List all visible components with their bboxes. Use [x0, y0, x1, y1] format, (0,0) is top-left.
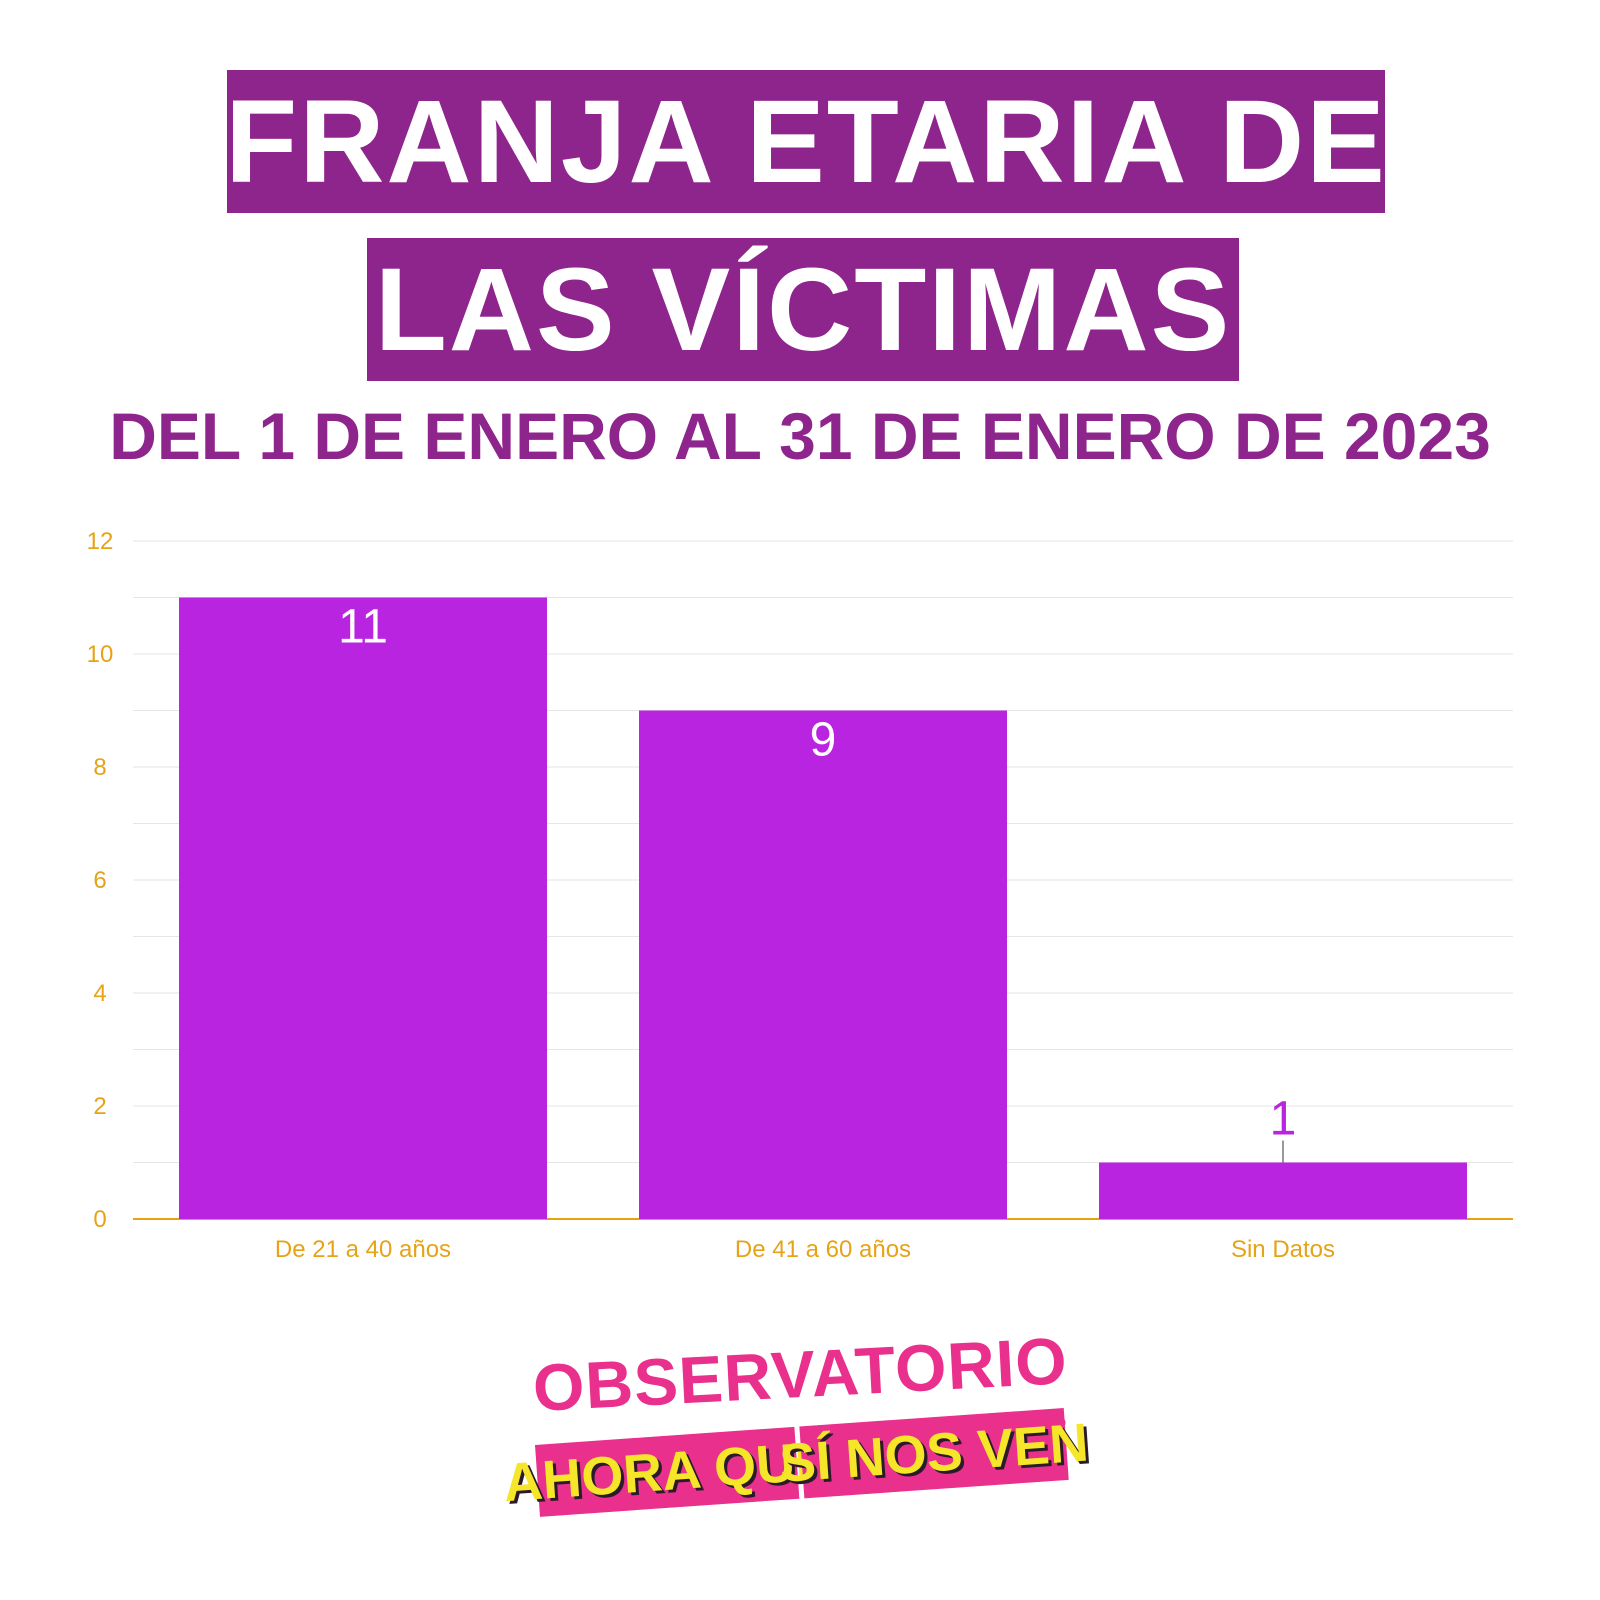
bar: [639, 710, 1007, 1219]
bar: [179, 597, 547, 1219]
x-tick-label: Sin Datos: [1231, 1236, 1335, 1263]
data-label: 9: [810, 714, 837, 767]
x-tick-label: De 41 a 60 años: [735, 1236, 911, 1263]
y-tick-label: 6: [93, 867, 106, 894]
y-tick-label: 4: [93, 980, 106, 1007]
logo-title: OBSERVATORIO: [531, 1323, 1070, 1426]
logo-band: AHORA QUE SÍ NOS VEN: [502, 1408, 1090, 1525]
bar: [1099, 1162, 1467, 1219]
subtitle: DEL 1 DE ENERO AL 31 DE ENERO DE 2023: [109, 399, 1491, 473]
logo-band-left: AHORA QUE: [502, 1426, 833, 1517]
y-tick-label: 10: [87, 641, 114, 668]
y-tick-label: 12: [87, 528, 114, 555]
data-label: 1: [1270, 1093, 1297, 1146]
y-tick-label: 0: [93, 1206, 106, 1233]
logo-band-right: SÍ NOS VEN: [778, 1408, 1090, 1499]
title-line-2: LAS VÍCTIMAS: [367, 238, 1239, 381]
y-tick-label: 2: [93, 1093, 106, 1120]
observatorio-logo: OBSERVATORIO DE LAS VIOLENCIAS DE GÉNERO…: [502, 1323, 1090, 1570]
x-tick-label: De 21 a 40 años: [275, 1236, 451, 1263]
y-tick-label: 8: [93, 754, 106, 781]
bar-chart: 0 2 4 6 8 10 12 11 De 21 a 40 años 9 De 41 a 60 añ…: [87, 528, 1513, 1263]
title-line-1: FRANJA ETARIA DE: [227, 70, 1385, 213]
data-label: 11: [338, 601, 388, 654]
